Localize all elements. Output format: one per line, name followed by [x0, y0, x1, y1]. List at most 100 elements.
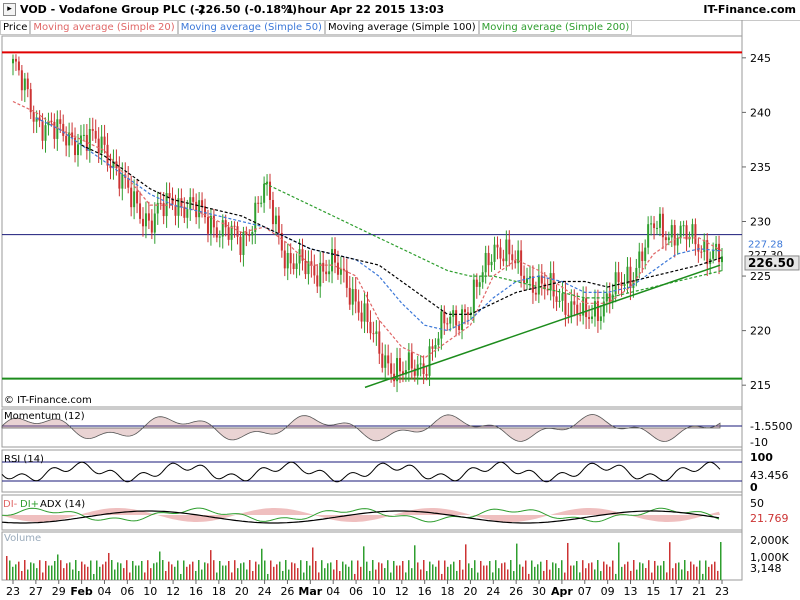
volume-bar — [282, 570, 284, 580]
volume-bar — [426, 571, 428, 580]
candle-body — [257, 202, 260, 204]
legend-ma200[interactable]: Moving average (Simple 200) — [478, 20, 633, 35]
adx-tick-value: 21.769 — [750, 512, 789, 525]
adx-di-minus-area — [2, 508, 720, 522]
candle-body — [369, 321, 372, 334]
volume-bar — [357, 560, 359, 580]
volume-bar — [447, 566, 449, 580]
volume-bar — [477, 572, 479, 580]
candle-body — [360, 312, 363, 322]
volume-bar — [303, 572, 305, 580]
volume-bar — [21, 570, 23, 580]
candle-body — [404, 370, 407, 375]
legend-ma100[interactable]: Moving average (Simple 100) — [324, 20, 479, 35]
momentum-tick-min: -10 — [750, 436, 768, 449]
volume-bar — [381, 563, 383, 580]
volume-bar — [105, 561, 107, 580]
horizontal-lines — [2, 51, 742, 380]
candle-body — [336, 262, 339, 275]
volume-bar — [423, 560, 425, 580]
volume-bar — [525, 560, 527, 580]
volume-bar — [633, 560, 635, 580]
volume-bar — [363, 546, 365, 580]
volume-bar — [288, 569, 290, 580]
candle-body — [475, 279, 478, 287]
volume-bar — [168, 561, 170, 580]
candle-body — [88, 128, 91, 151]
candle-body — [144, 213, 147, 227]
volume-bar — [693, 564, 695, 580]
volume-bar — [459, 560, 461, 580]
volume-bar — [18, 561, 20, 580]
price-tick-label: 225 — [750, 270, 771, 283]
candle-body — [298, 249, 301, 264]
volume-bar — [507, 569, 509, 580]
volume-bar — [711, 564, 713, 580]
x-tick-label: 12 — [166, 585, 180, 598]
volume-bar — [267, 573, 269, 580]
legend-price[interactable]: Price — [0, 20, 31, 35]
x-tick-label: 13 — [624, 585, 638, 598]
collapse-icon[interactable]: ▸ — [3, 3, 16, 16]
volume-bar — [612, 560, 614, 580]
candle-body — [647, 224, 650, 248]
volume-bar — [642, 563, 644, 580]
candle-body — [159, 202, 162, 204]
legend-ma50[interactable]: Moving average (Simple 50) — [177, 20, 325, 35]
candle-body — [44, 125, 47, 141]
volume-bar — [201, 569, 203, 580]
volume-bar — [528, 573, 530, 580]
candle-body — [85, 134, 88, 151]
candle-body — [239, 236, 242, 255]
volume-bar — [705, 560, 707, 580]
volume-bar — [153, 563, 155, 580]
legend-ma20[interactable]: Moving average (Simple 20) — [30, 20, 178, 35]
candle-body — [425, 374, 428, 376]
volume-bar — [441, 573, 443, 580]
candle-body — [401, 371, 404, 375]
volume-bar — [54, 560, 56, 580]
x-tick-label: 10 — [372, 585, 386, 598]
candle-body — [508, 239, 511, 255]
candle-body — [12, 58, 14, 64]
volume-bar — [513, 571, 515, 580]
candle-body — [118, 168, 121, 189]
candle-body — [703, 240, 706, 252]
x-tick-label: 24 — [486, 585, 500, 598]
candle-body — [212, 215, 215, 228]
candle-body — [215, 227, 218, 238]
volume-bar — [516, 543, 518, 580]
volume-bar — [522, 566, 524, 580]
volume-bar — [93, 573, 95, 580]
volume-bar — [78, 571, 80, 580]
volume-bar — [540, 561, 542, 580]
volume-bar — [258, 564, 260, 580]
volume-bar — [468, 563, 470, 580]
volume-bar — [597, 560, 599, 580]
volume-bar — [471, 568, 473, 580]
volume-bar — [132, 560, 134, 580]
x-tick-label: 24 — [258, 585, 272, 598]
volume-bar — [81, 561, 83, 580]
volume-bar — [186, 566, 188, 580]
candle-body — [487, 252, 490, 266]
candle-body — [431, 346, 434, 349]
rsi-tick-100: 100 — [750, 451, 773, 464]
candle-body — [20, 70, 23, 91]
candle-body — [570, 301, 573, 316]
candle-body — [74, 137, 77, 156]
volume-bar — [234, 560, 236, 580]
candle-body — [162, 202, 165, 217]
volume-bar — [264, 560, 266, 580]
candle-body — [410, 352, 413, 369]
candle-body — [168, 193, 171, 198]
candle-body — [280, 232, 283, 251]
ma-line-4 — [264, 182, 723, 299]
volume-bar — [429, 561, 431, 580]
volume-bar — [618, 542, 620, 580]
watermark: © IT-Finance.com — [4, 395, 92, 406]
candle-body — [274, 215, 277, 225]
candle-body — [50, 120, 53, 122]
candle-body — [38, 117, 41, 121]
ma-line-2 — [35, 117, 723, 332]
